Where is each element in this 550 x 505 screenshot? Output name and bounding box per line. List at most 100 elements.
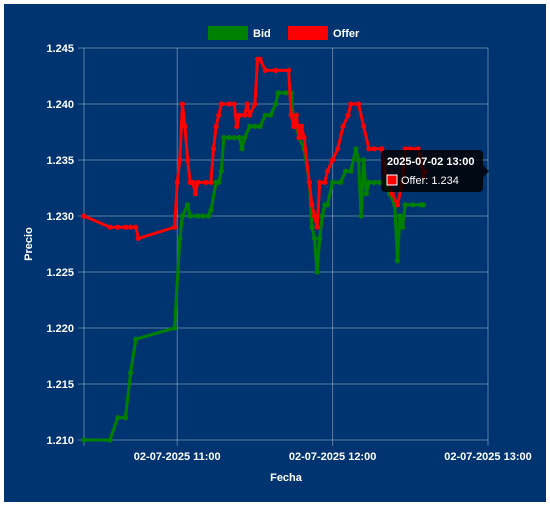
data-point-bid bbox=[355, 157, 362, 163]
data-point-offer bbox=[293, 112, 299, 118]
data-point-bid bbox=[376, 179, 382, 185]
data-point-offer bbox=[257, 56, 263, 62]
data-point-bid bbox=[177, 235, 183, 241]
data-point-offer bbox=[241, 112, 248, 118]
data-point-offer bbox=[133, 224, 139, 230]
tooltip: 2025-07-02 13:00 Offer: 1.234 bbox=[381, 150, 489, 192]
data-point-offer bbox=[306, 179, 312, 185]
data-point-offer bbox=[234, 123, 240, 129]
data-point-bid bbox=[226, 135, 232, 141]
data-point-offer bbox=[298, 123, 305, 129]
data-point-bid bbox=[172, 325, 178, 331]
x-axis-title: Fecha bbox=[270, 472, 303, 484]
data-point-bid bbox=[115, 415, 121, 421]
data-point-offer bbox=[291, 123, 297, 129]
data-point-offer bbox=[371, 146, 377, 152]
data-point-offer bbox=[226, 101, 232, 107]
data-point-bid bbox=[262, 112, 268, 118]
tooltip-box bbox=[381, 150, 483, 192]
data-point-offer bbox=[345, 112, 351, 118]
y-tick-label: 1.215 bbox=[46, 379, 74, 391]
data-point-offer bbox=[301, 135, 307, 141]
data-point-bid bbox=[402, 202, 408, 208]
data-point-offer bbox=[115, 224, 121, 230]
grid-layer bbox=[78, 47, 489, 446]
data-point-bid bbox=[275, 90, 281, 96]
data-point-bid bbox=[363, 191, 369, 197]
data-point-bid bbox=[231, 135, 237, 141]
data-point-offer bbox=[244, 101, 250, 107]
legend: Bid Offer bbox=[208, 26, 360, 40]
data-point-offer bbox=[285, 67, 292, 73]
y-tick-label: 1.220 bbox=[46, 323, 74, 335]
data-point-bid bbox=[324, 202, 331, 208]
y-tick-label: 1.240 bbox=[46, 99, 74, 111]
data-point-bid bbox=[317, 235, 323, 241]
data-point-bid bbox=[366, 179, 372, 185]
data-point-offer bbox=[394, 202, 400, 208]
x-tick-label: 02-07-2025 12:00 bbox=[289, 451, 376, 463]
data-point-offer bbox=[273, 67, 279, 73]
tooltip-swatch bbox=[386, 174, 398, 186]
data-point-offer bbox=[179, 101, 186, 107]
data-point-bid bbox=[330, 179, 336, 185]
data-point-bid bbox=[239, 146, 245, 152]
data-point-bid bbox=[397, 213, 403, 219]
series-line-bid bbox=[84, 91, 424, 442]
data-point-bid bbox=[200, 213, 206, 219]
data-point-bid bbox=[187, 213, 193, 219]
data-point-offer bbox=[311, 213, 318, 219]
data-point-bid bbox=[122, 415, 129, 421]
data-point-bid bbox=[358, 213, 364, 219]
data-point-offer bbox=[184, 157, 191, 163]
data-point-bid bbox=[342, 168, 349, 174]
data-point-offer bbox=[190, 179, 196, 185]
axis-layer: 1.210 1.215 1.220 1.225 1.230 1.235 1.240 1.245… bbox=[23, 43, 532, 484]
legend-item-bid: Bid bbox=[208, 26, 271, 40]
data-point-bid bbox=[241, 135, 248, 141]
data-point-offer bbox=[128, 224, 134, 230]
series-offer bbox=[81, 56, 429, 241]
data-point-offer bbox=[348, 101, 354, 107]
data-point-offer bbox=[288, 112, 294, 118]
data-point-bid bbox=[107, 437, 113, 443]
data-point-offer bbox=[324, 168, 331, 174]
tooltip-pointer bbox=[483, 165, 489, 178]
data-point-bid bbox=[247, 123, 253, 129]
data-point-offer bbox=[252, 101, 258, 107]
data-point-offer bbox=[379, 146, 385, 152]
data-point-bid bbox=[221, 135, 227, 141]
data-point-offer bbox=[340, 123, 346, 129]
data-point-bid bbox=[252, 123, 258, 129]
data-point-offer bbox=[107, 224, 113, 230]
data-point-offer bbox=[208, 179, 214, 185]
chart-frame: 1.210 1.215 1.220 1.225 1.230 1.235 1.240 1.245… bbox=[4, 4, 546, 502]
tooltip-value: Offer: 1.234 bbox=[401, 175, 459, 187]
data-point-bid bbox=[184, 202, 191, 208]
data-point-bid bbox=[337, 179, 343, 185]
data-point-bid bbox=[205, 213, 211, 219]
data-point-offer bbox=[174, 179, 180, 185]
data-point-offer bbox=[317, 179, 323, 185]
data-point-offer bbox=[182, 123, 188, 129]
y-tick-label: 1.245 bbox=[46, 43, 74, 55]
data-point-bid bbox=[218, 168, 224, 174]
y-tick-label: 1.230 bbox=[46, 211, 74, 223]
data-point-bid bbox=[361, 157, 367, 163]
data-point-bid bbox=[81, 437, 87, 443]
data-point-offer bbox=[322, 179, 328, 185]
data-point-offer bbox=[236, 112, 242, 118]
data-point-bid bbox=[399, 224, 406, 230]
data-point-bid bbox=[311, 235, 318, 241]
data-point-offer bbox=[218, 101, 224, 107]
data-point-bid bbox=[348, 168, 354, 174]
y-tick-label: 1.225 bbox=[46, 267, 74, 279]
data-point-offer bbox=[203, 179, 209, 185]
data-point-offer bbox=[81, 213, 87, 219]
data-point-offer bbox=[231, 101, 237, 107]
data-point-bid bbox=[133, 336, 139, 342]
tooltip-title: 2025-07-02 13:00 bbox=[387, 156, 474, 168]
legend-swatch-bid bbox=[208, 26, 248, 40]
data-point-offer bbox=[172, 224, 178, 230]
data-point-bid bbox=[257, 123, 263, 129]
